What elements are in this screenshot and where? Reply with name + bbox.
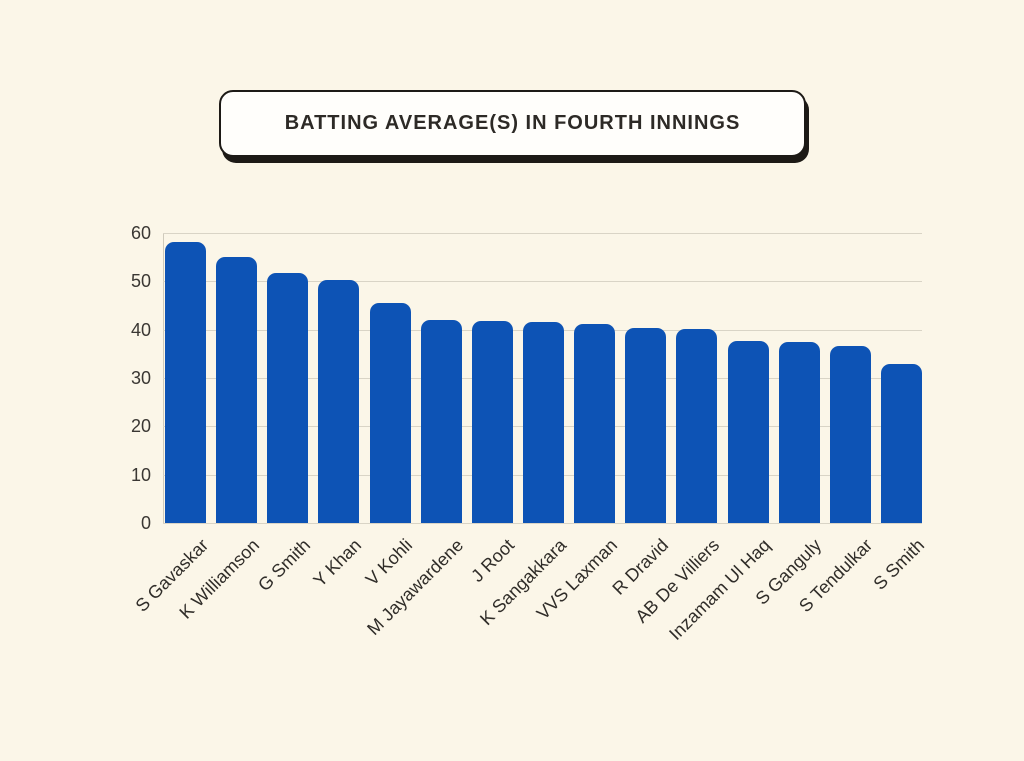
- y-tick-label-10: 10: [130, 464, 151, 485]
- chart-title: BATTING AVERAGE(S) IN FOURTH INNINGS: [284, 112, 741, 134]
- y-tick-label-30: 30: [130, 368, 151, 388]
- bar-s-smith: [881, 363, 922, 523]
- y-tick-label-0: 0: [140, 513, 151, 533]
- y-tick-label-60: 60: [130, 223, 151, 243]
- gridline-y60: [163, 233, 922, 234]
- bar-g-smith: [267, 273, 309, 523]
- bar-r-dravid: [625, 327, 667, 523]
- bar-k-sangakkara: [523, 321, 564, 523]
- y-tick-label-40: 40: [130, 319, 151, 340]
- bar-y-khan: [318, 279, 360, 523]
- bar-inzamam-ul-haq: [727, 340, 769, 523]
- bar-s-tendulkar: [829, 346, 871, 523]
- bar-vvs-laxman: [574, 323, 616, 523]
- bar-m-jayawardene: [420, 320, 462, 523]
- bar-ab-de-villiers: [676, 328, 718, 523]
- chart-title-box: BATTING AVERAGE(S) IN FOURTH INNINGS: [219, 90, 806, 157]
- bar-s-ganguly: [778, 342, 820, 523]
- gridline-y0: [163, 523, 922, 524]
- y-tick-label-20: 20: [130, 416, 151, 437]
- bar-v-kohli: [369, 303, 411, 523]
- y-tick-label-50: 50: [130, 271, 151, 292]
- gridline-y50: [163, 281, 922, 283]
- plot-area: 0 10 20 30 40 50 60 S Gavaskar K Williamson G Sm…: [131, 223, 928, 644]
- bar-j-root: [471, 320, 513, 523]
- bar-k-williamson: [216, 257, 258, 523]
- bar-s-gavaskar: [165, 241, 206, 523]
